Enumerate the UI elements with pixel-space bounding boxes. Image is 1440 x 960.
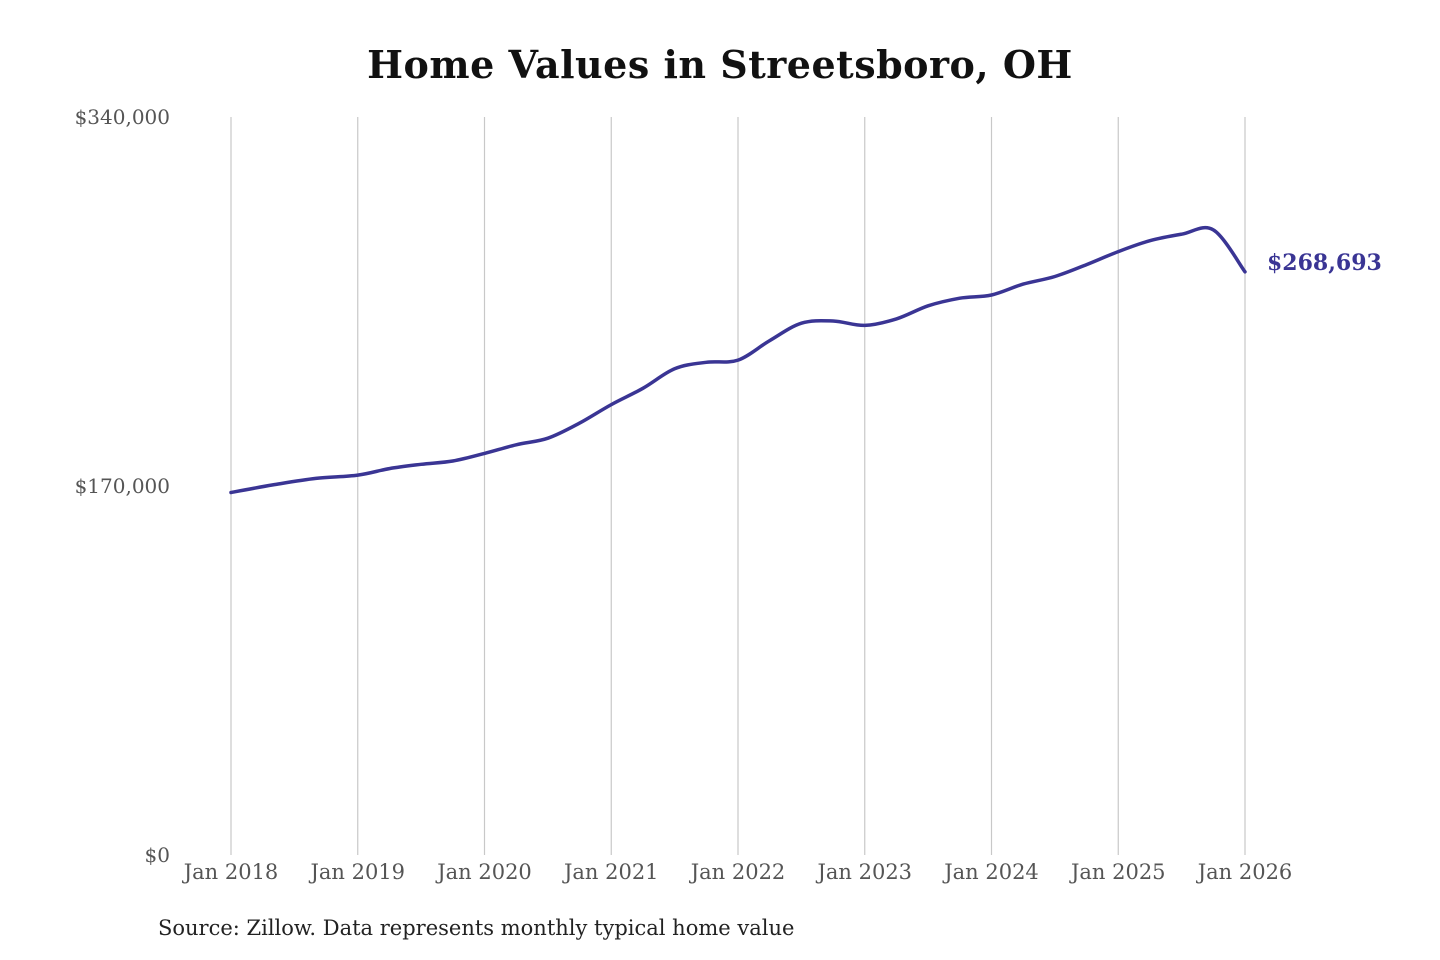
x-tick-label: Jan 2021 bbox=[562, 860, 659, 884]
latest-value-label: $268,693 bbox=[1267, 250, 1382, 276]
x-tick-label: Jan 2022 bbox=[689, 860, 786, 884]
y-axis-ticks: $0 $170,000 $340,000 bbox=[75, 105, 170, 867]
source-note: Source: Zillow. Data represents monthly … bbox=[158, 916, 795, 940]
y-tick-label: $170,000 bbox=[75, 474, 170, 498]
y-tick-label: $340,000 bbox=[75, 105, 170, 129]
x-tick-label: Jan 2024 bbox=[942, 860, 1039, 884]
chart-title: Home Values in Streetsboro, OH bbox=[367, 42, 1073, 87]
x-axis-ticks: Jan 2018 Jan 2019 Jan 2020 Jan 2021 Jan 2022… bbox=[182, 860, 1293, 884]
x-tick-label: Jan 2023 bbox=[815, 860, 912, 884]
x-tick-label: Jan 2025 bbox=[1069, 860, 1166, 884]
x-tick-label: Jan 2026 bbox=[1196, 860, 1293, 884]
home-value-line bbox=[229, 225, 1247, 495]
gridlines bbox=[230, 117, 1246, 855]
x-tick-label: Jan 2019 bbox=[308, 860, 405, 884]
x-tick-label: Jan 2018 bbox=[182, 860, 279, 884]
x-tick-label: Jan 2020 bbox=[435, 860, 532, 884]
y-tick-label: $0 bbox=[145, 843, 170, 867]
